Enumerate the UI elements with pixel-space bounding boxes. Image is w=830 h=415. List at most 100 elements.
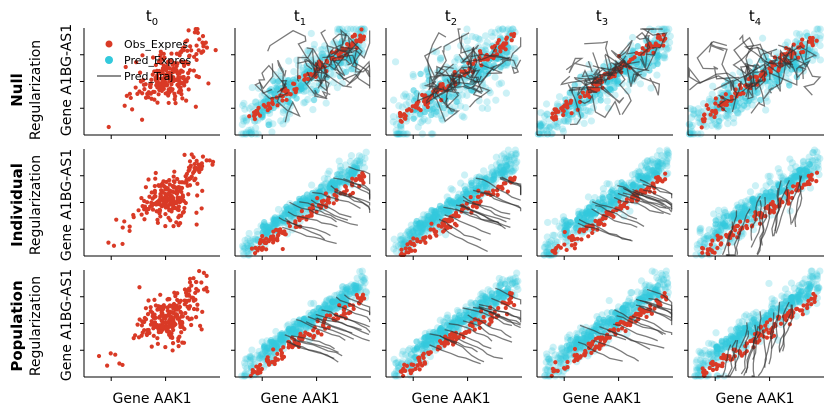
panel-r1-c4 xyxy=(684,146,824,260)
traj-line xyxy=(568,86,625,104)
obs-point xyxy=(191,276,196,281)
pred-point xyxy=(746,188,755,196)
pred-point xyxy=(487,28,495,36)
obs-point xyxy=(715,245,720,251)
obs-point xyxy=(122,219,127,224)
pred-point xyxy=(709,82,717,90)
pred-point xyxy=(549,121,558,129)
obs-point xyxy=(158,49,163,54)
obs-point xyxy=(713,101,718,106)
pred-point xyxy=(239,130,248,138)
obs-point xyxy=(152,69,157,74)
pred-point xyxy=(733,108,741,116)
obs-point xyxy=(174,312,179,317)
obs-point xyxy=(490,45,495,50)
obs-point xyxy=(478,199,483,204)
pred-point xyxy=(248,83,256,92)
obs-point xyxy=(120,225,125,230)
pred-point xyxy=(325,167,333,175)
traj-line xyxy=(433,79,460,111)
obs-point xyxy=(150,196,155,201)
obs-point xyxy=(640,46,645,51)
traj-line xyxy=(296,47,319,82)
obs-point xyxy=(699,125,704,130)
pred-point xyxy=(536,120,544,128)
pred-point xyxy=(402,93,411,101)
obs-point xyxy=(713,96,718,101)
obs-point xyxy=(771,210,777,215)
obs-point xyxy=(210,162,215,167)
obs-point xyxy=(139,212,144,217)
pred-point xyxy=(690,107,698,115)
pred-point xyxy=(392,126,400,135)
pred-point xyxy=(458,112,466,120)
obs-point xyxy=(570,235,575,240)
obs-point xyxy=(143,185,148,190)
pred-point xyxy=(290,67,298,76)
pred-point xyxy=(695,118,703,126)
obs-point xyxy=(139,117,145,122)
obs-point xyxy=(284,97,289,103)
pred-point xyxy=(248,130,256,138)
pred-point-core xyxy=(275,77,282,85)
obs-point xyxy=(315,195,320,201)
obs-point xyxy=(186,192,191,197)
obs-point xyxy=(344,188,349,193)
pred-point xyxy=(307,29,315,38)
pred-point xyxy=(750,96,759,104)
pred-point xyxy=(476,36,484,44)
pred-point xyxy=(537,126,545,135)
pred-point-core xyxy=(644,172,651,179)
pred-point-core xyxy=(618,179,625,186)
pred-point xyxy=(247,126,255,134)
pred-point xyxy=(391,58,400,66)
obs-point xyxy=(653,41,658,46)
pred-point xyxy=(537,130,545,138)
pred-point xyxy=(482,42,490,50)
pred-point xyxy=(239,101,247,110)
obs-point xyxy=(189,322,194,328)
obs-point xyxy=(200,33,206,39)
traj-line xyxy=(306,47,330,92)
obs-point xyxy=(131,212,136,218)
pred-point xyxy=(564,117,572,125)
obs-point xyxy=(710,238,715,243)
obs-point xyxy=(738,219,743,224)
pred-point xyxy=(553,100,562,108)
obs-point xyxy=(741,91,746,96)
obs-point xyxy=(134,60,139,65)
pred-point-core xyxy=(477,180,485,188)
pred-point xyxy=(603,180,611,188)
pred-point-core xyxy=(259,223,267,230)
obs-point xyxy=(553,250,558,255)
pred-point xyxy=(395,102,403,110)
obs-point xyxy=(153,170,158,176)
obs-point xyxy=(282,229,287,234)
obs-point xyxy=(187,159,193,164)
obs-point xyxy=(182,152,187,157)
pred-point xyxy=(304,95,312,104)
pred-point xyxy=(397,125,405,133)
obs-point xyxy=(146,177,151,182)
obs-point xyxy=(196,48,201,53)
obs-point xyxy=(142,217,147,222)
pred-point xyxy=(248,102,256,111)
obs-point xyxy=(167,90,172,95)
obs-point xyxy=(150,72,155,77)
pred-point xyxy=(543,110,551,118)
obs-point xyxy=(105,363,110,368)
pred-point-core xyxy=(768,194,775,201)
obs-point xyxy=(135,322,140,327)
obs-point xyxy=(164,179,169,185)
obs-point xyxy=(178,50,184,55)
obs-point xyxy=(201,44,206,49)
pred-point xyxy=(300,99,308,107)
obs-point xyxy=(142,87,147,92)
pred-point-core xyxy=(274,220,281,227)
obs-point xyxy=(575,236,580,241)
pred-point xyxy=(247,128,256,136)
obs-point xyxy=(412,248,418,253)
obs-point xyxy=(136,208,141,213)
pred-point xyxy=(688,121,696,129)
obs-point xyxy=(194,286,199,292)
